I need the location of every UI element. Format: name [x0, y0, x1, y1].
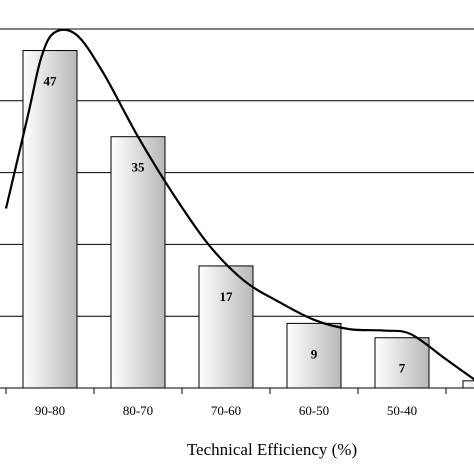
- x-tick-label-90-80: 90-80: [35, 403, 65, 418]
- bar-60-50: [286, 322, 342, 389]
- data-label-70-60: 17: [220, 289, 234, 304]
- bar-4: [462, 380, 474, 389]
- x-axis-title: Technical Efficiency (%): [187, 440, 357, 459]
- x-tick-label-60-50: 60-50: [299, 403, 329, 418]
- gridlines: [0, 28, 474, 317]
- bars: [22, 50, 474, 389]
- bar-50-40: [374, 337, 430, 389]
- trend-curve: [4, 28, 474, 381]
- data-labels: 47 35 17 9 7: [44, 74, 406, 376]
- x-tick-label-70-60: 70-60: [211, 403, 241, 418]
- trend-curve-path: [4, 28, 474, 381]
- data-label-90-80: 47: [44, 74, 58, 89]
- data-label-60-50: 9: [311, 346, 318, 361]
- data-label-80-70: 35: [132, 160, 146, 175]
- x-tick-label-80-70: 80-70: [123, 403, 153, 418]
- bar-70-60: [198, 265, 254, 389]
- x-tick-label-50-40: 50-40: [387, 403, 417, 418]
- bar-90-80: [22, 50, 78, 389]
- data-label-50-40: 7: [399, 361, 406, 376]
